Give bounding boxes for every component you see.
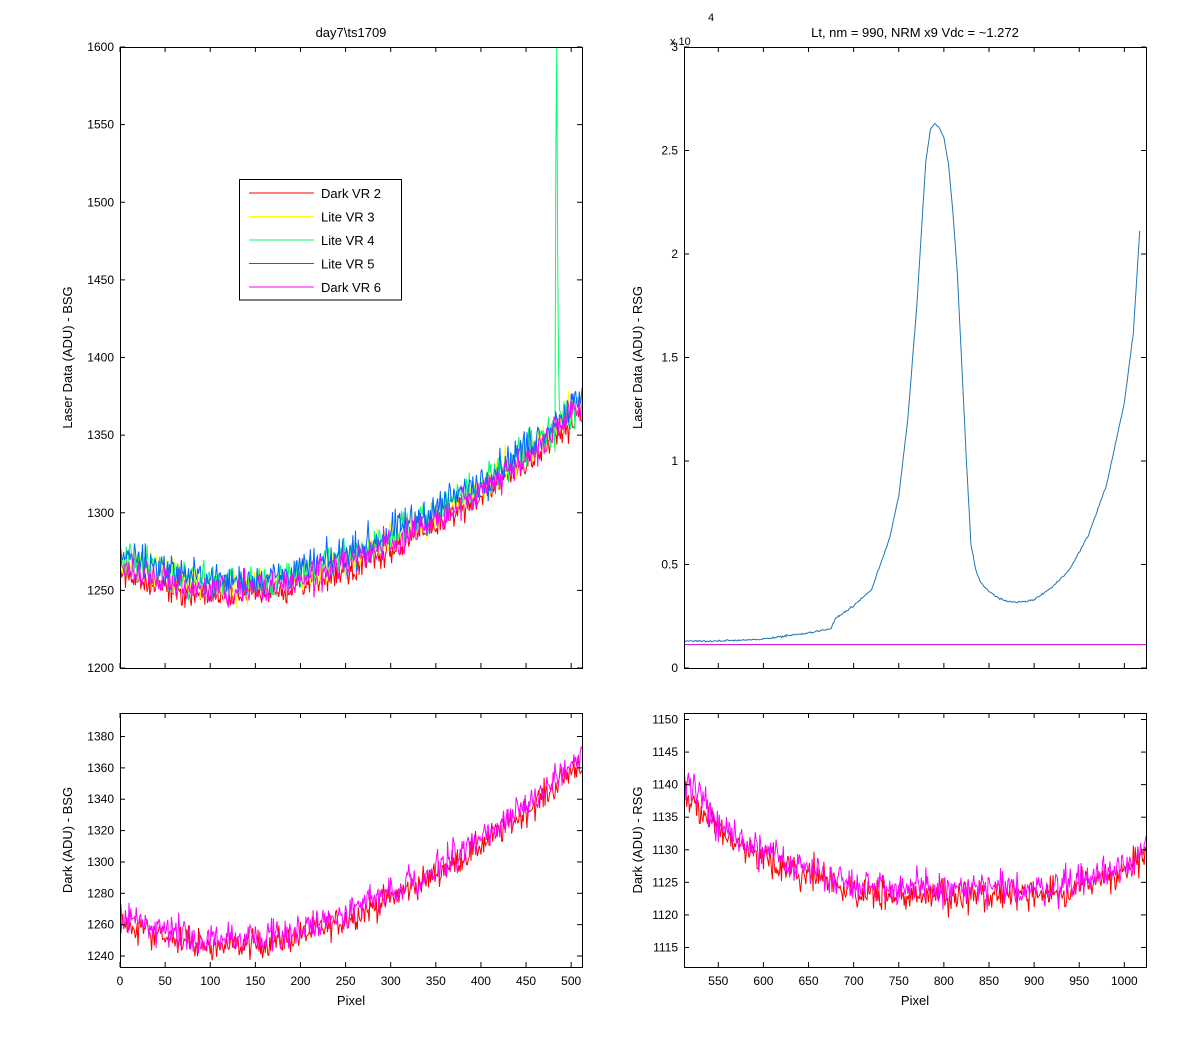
plot-area — [684, 47, 1146, 668]
legend: Dark VR 2 Lite VR 3 Lite VR 4 Lite VR 5 Dark… — [239, 179, 402, 301]
y-axis-label: Laser Data (ADU) - RSG — [630, 286, 645, 429]
y-tick-label: 1500 — [87, 195, 114, 209]
y-exponent-power: 4 — [708, 12, 714, 24]
x-axis-label: Pixel — [337, 993, 365, 1008]
plot-area — [684, 713, 1146, 967]
y-tick-label: 0.5 — [661, 558, 678, 572]
y-tick-label: 1300 — [87, 855, 114, 869]
y-tick-label: 2 — [671, 247, 678, 261]
x-tick-label: 600 — [753, 974, 773, 988]
y-tick-label: 1600 — [87, 40, 114, 54]
y-tick-label: 1.5 — [661, 351, 678, 365]
y-tick-label: 1400 — [87, 351, 114, 365]
y-tick-label: 0 — [671, 661, 678, 675]
chart-bottom-right: 550 600 650 700 750 800 850 900 950 1000 1115 1120 1… — [630, 713, 1147, 1008]
x-tick-label: 850 — [979, 974, 999, 988]
y-tick-label: 1350 — [87, 428, 114, 442]
series-group — [120, 47, 582, 608]
x-tick-label: 450 — [516, 974, 536, 988]
chart-top-left: 1200 1250 1300 1350 1400 1450 1500 1550 1600 day7… — [60, 25, 583, 675]
y-tick-label: 1380 — [87, 730, 114, 744]
series-group — [684, 122, 1146, 646]
chart-title: day7\ts1709 — [316, 25, 387, 40]
legend-label: Lite VR 5 — [321, 257, 374, 272]
x-tick-label: 750 — [889, 974, 909, 988]
series-group — [120, 745, 582, 961]
y-exponent-label: x 10 — [670, 36, 691, 48]
y-tick-label: 1320 — [87, 824, 114, 838]
plot-area — [120, 713, 582, 967]
y-tick-label: 3 — [671, 40, 678, 54]
y-axis-label: Dark (ADU) - BSG — [60, 787, 75, 893]
legend-label: Dark VR 2 — [321, 186, 381, 201]
y-tick-label: 1145 — [652, 745, 678, 759]
x-tick-label: 800 — [934, 974, 954, 988]
y-axis-label: Dark (ADU) - RSG — [630, 787, 645, 894]
x-tick-label: 50 — [158, 974, 172, 988]
y-tick-label: 1140 — [652, 778, 678, 792]
x-tick-label: 150 — [245, 974, 265, 988]
y-tick-label: 1150 — [652, 713, 678, 727]
series-group — [684, 769, 1146, 918]
x-tick-label: 900 — [1024, 974, 1044, 988]
x-tick-label: 1000 — [1111, 974, 1138, 988]
axes-frame — [120, 713, 583, 968]
y-tick-label: 1240 — [87, 949, 114, 963]
axes-frame — [684, 713, 1147, 968]
x-tick-label: 0 — [117, 974, 124, 988]
chart-top-right: 0 0.5 1 1.5 2 2.5 3 Lt, nm = 990, NRM x9 Vdc = … — [630, 12, 1147, 675]
y-tick-label: 2.5 — [661, 144, 678, 158]
x-tick-label: 700 — [844, 974, 864, 988]
x-tick-label: 200 — [290, 974, 310, 988]
x-tick-label: 300 — [381, 974, 401, 988]
legend-label: Dark VR 6 — [321, 280, 381, 295]
legend-label: Lite VR 3 — [321, 210, 374, 225]
y-tick-label: 1550 — [87, 118, 114, 132]
y-tick-label: 1120 — [652, 908, 678, 922]
series-line-dark-vr-6 — [684, 769, 1146, 910]
x-axis-label: Pixel — [901, 993, 929, 1008]
y-tick-label: 1200 — [87, 661, 114, 675]
x-tick-label: 100 — [200, 974, 220, 988]
y-tick-label: 1135 — [652, 810, 678, 824]
y-tick-label: 1450 — [87, 273, 114, 287]
y-tick-label: 1115 — [653, 940, 678, 954]
x-tick-label: 400 — [471, 974, 491, 988]
x-tick-label: 650 — [799, 974, 819, 988]
plot-area — [120, 47, 582, 668]
x-tick-label: 950 — [1069, 974, 1089, 988]
series-line-dark-vr-6 — [120, 745, 582, 955]
chart-title: Lt, nm = 990, NRM x9 Vdc = ~1.272 — [811, 25, 1019, 40]
y-tick-label: 1340 — [87, 792, 114, 806]
y-tick-label: 1 — [671, 454, 678, 468]
legend-label: Lite VR 4 — [321, 233, 374, 248]
x-tick-label: 550 — [708, 974, 728, 988]
x-tick-label: 250 — [336, 974, 356, 988]
chart-bottom-left: 0 50 100 150 200 250 300 350 400 450 500 1240 1260 12… — [60, 713, 583, 1008]
y-tick-label: 1300 — [87, 506, 114, 520]
y-tick-label: 1280 — [87, 886, 114, 900]
y-tick-label: 1125 — [652, 875, 678, 889]
series-line-dark-vr-6 — [120, 398, 582, 608]
x-tick-label: 500 — [561, 974, 581, 988]
y-tick-label: 1130 — [652, 843, 678, 857]
series-line-lite-vr-5 — [120, 387, 582, 599]
y-tick-label: 1250 — [87, 583, 114, 597]
y-axis-label: Laser Data (ADU) - BSG — [60, 286, 75, 428]
y-tick-label: 1260 — [87, 918, 114, 932]
series-line-lite — [684, 122, 1141, 643]
x-tick-label: 350 — [426, 974, 446, 988]
y-tick-label: 1360 — [87, 761, 114, 775]
